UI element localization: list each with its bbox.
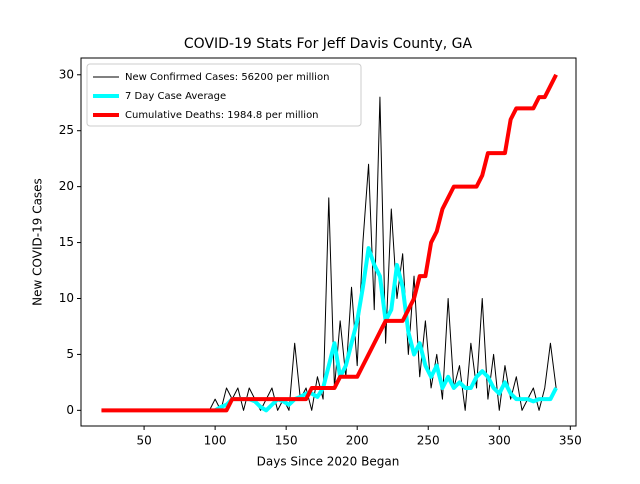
y-tick-label: 15	[59, 235, 74, 249]
x-axis-label: Days Since 2020 Began	[257, 455, 400, 469]
plot-frame	[80, 57, 577, 427]
x-tick-label: 150	[275, 434, 298, 448]
chart-title: COVID-19 Stats For Jeff Davis County, GA	[184, 36, 473, 52]
x-tick-label: 50	[136, 434, 151, 448]
x-tick-label: 100	[204, 434, 227, 448]
y-axis-label: New COVID-19 Cases	[31, 178, 45, 306]
x-tick-label: 250	[417, 434, 440, 448]
y-tick-label: 30	[59, 67, 74, 81]
y-tick-label: 0	[66, 403, 74, 417]
x-tick-label: 200	[346, 434, 369, 448]
series-line	[101, 73, 558, 413]
legend-label: New Confirmed Cases: 56200 per million	[125, 72, 329, 83]
y-tick-label: 10	[59, 291, 74, 305]
y-tick-label: 20	[59, 179, 74, 193]
legend-label: 7 Day Case Average	[125, 91, 226, 102]
x-tick-label: 350	[559, 434, 582, 448]
x-tick-label: 300	[488, 434, 511, 448]
legend-box	[86, 63, 362, 127]
y-tick-label: 25	[59, 123, 74, 137]
legend-label: Cumulative Deaths: 1984.8 per million	[125, 110, 319, 121]
y-tick-label: 5	[66, 347, 74, 361]
